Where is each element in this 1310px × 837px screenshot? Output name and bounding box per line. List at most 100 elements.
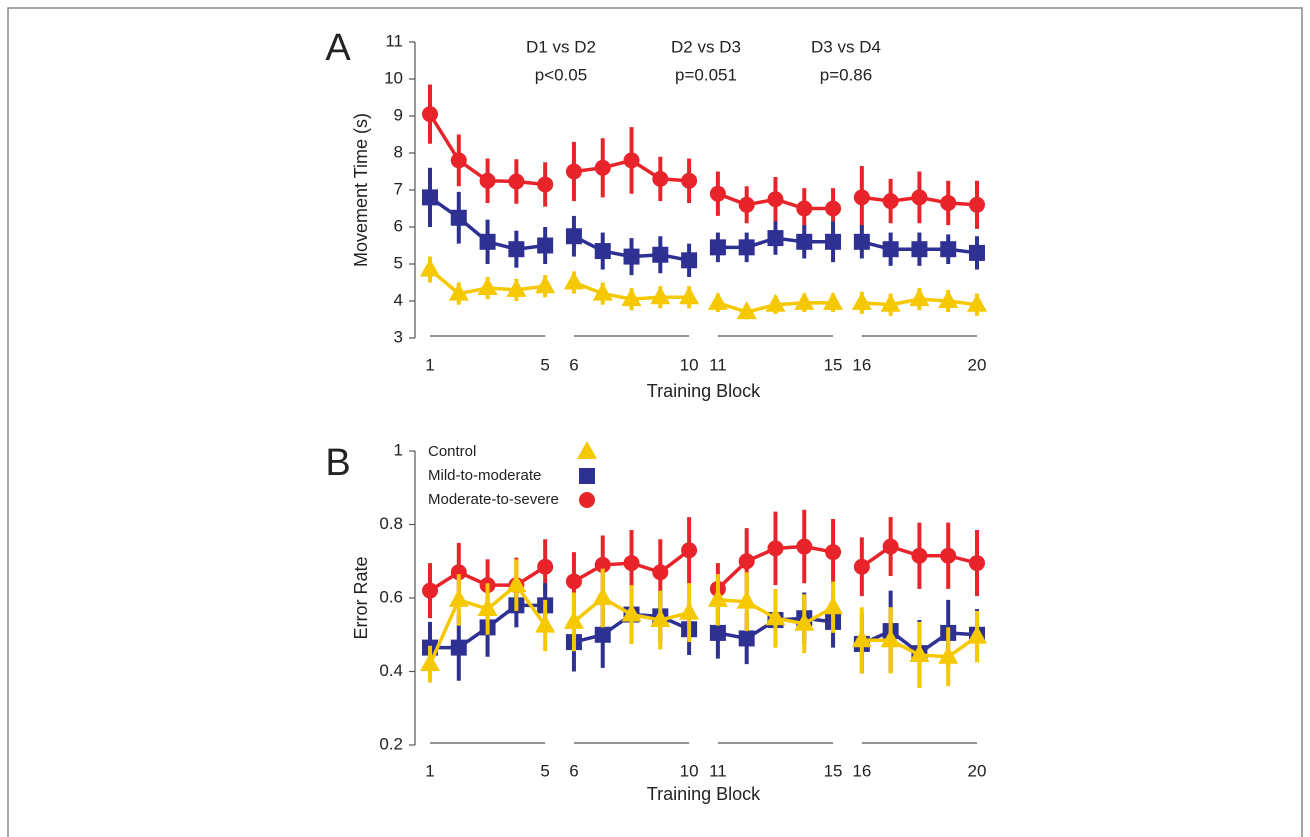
marker — [796, 200, 813, 217]
x-tick-label: 5 — [540, 355, 549, 374]
marker — [448, 588, 469, 607]
y-tick-label: 3 — [394, 327, 403, 346]
marker — [738, 630, 755, 647]
marker — [882, 538, 899, 555]
y-tick-label: 11 — [385, 31, 403, 50]
marker — [535, 614, 556, 633]
marker — [823, 596, 844, 615]
marker — [765, 293, 786, 312]
x-tick-label: 16 — [852, 355, 871, 374]
marker — [679, 601, 700, 620]
x-tick-label: 6 — [569, 355, 578, 374]
marker — [623, 248, 640, 265]
y-tick-label: 0.4 — [379, 661, 403, 680]
marker — [623, 152, 640, 169]
marker — [938, 645, 959, 664]
marker — [450, 152, 467, 169]
x-tick-label: 20 — [968, 761, 987, 780]
marker — [796, 538, 813, 555]
x-tick-label: 1 — [425, 761, 434, 780]
marker — [911, 189, 928, 206]
marker — [594, 626, 611, 643]
x-tick-label: 20 — [968, 355, 987, 374]
marker — [767, 230, 784, 247]
marker — [909, 288, 930, 307]
marker — [738, 239, 755, 256]
marker — [765, 607, 786, 626]
legend-label: Mild-to-moderate — [428, 467, 541, 484]
marker — [565, 228, 582, 245]
marker — [681, 252, 698, 269]
marker — [796, 233, 813, 250]
marker — [909, 643, 930, 662]
x-tick-label: 16 — [852, 761, 871, 780]
marker — [967, 293, 987, 312]
marker — [537, 176, 554, 193]
y-tick-label: 0.8 — [379, 514, 403, 533]
marker — [565, 573, 582, 590]
frame — [7, 7, 1303, 837]
marker — [506, 574, 527, 593]
marker — [420, 653, 440, 672]
marker — [535, 275, 556, 294]
y-axis-title: Movement Time (s) — [351, 113, 371, 267]
marker — [479, 172, 496, 189]
x-axis-title: Training Block — [647, 784, 761, 804]
annotation: p<0.05 — [535, 65, 587, 84]
annotation: D3 vs D4 — [811, 37, 881, 56]
marker — [767, 191, 784, 208]
marker — [853, 189, 870, 206]
marker — [448, 282, 469, 301]
marker — [420, 258, 440, 277]
panel-letter: B — [325, 442, 350, 484]
marker — [565, 163, 582, 180]
marker — [679, 286, 700, 305]
annotation: D1 vs D2 — [526, 37, 596, 56]
marker — [621, 288, 642, 307]
marker — [851, 291, 872, 310]
marker — [592, 282, 613, 301]
y-tick-label: 5 — [394, 253, 403, 272]
marker — [477, 598, 498, 617]
y-tick-label: 0.6 — [379, 587, 403, 606]
legend-label: Control — [428, 443, 476, 460]
marker — [594, 243, 611, 260]
marker — [825, 233, 842, 250]
marker — [880, 293, 901, 312]
y-tick-label: 8 — [394, 142, 403, 161]
marker — [767, 540, 784, 557]
marker — [592, 587, 613, 605]
legend-marker — [579, 468, 595, 484]
marker — [736, 590, 757, 609]
marker — [681, 172, 698, 189]
marker — [940, 241, 957, 258]
marker — [508, 241, 525, 258]
marker — [709, 239, 726, 256]
marker — [594, 556, 611, 573]
x-tick-label: 6 — [569, 761, 578, 780]
y-tick-label: 9 — [394, 105, 403, 124]
marker — [738, 553, 755, 570]
marker — [707, 291, 728, 310]
y-axis-title: Error Rate — [351, 556, 371, 639]
x-tick-label: 10 — [680, 355, 699, 374]
marker — [853, 558, 870, 575]
marker — [940, 194, 957, 211]
marker — [825, 200, 842, 217]
marker — [969, 244, 985, 261]
legend-label: Moderate-to-severe — [428, 491, 559, 508]
marker — [422, 189, 438, 206]
y-tick-label: 7 — [394, 179, 403, 198]
panel-letter: A — [325, 27, 351, 69]
y-tick-label: 0.2 — [379, 734, 403, 753]
marker — [738, 196, 755, 213]
marker — [794, 612, 815, 631]
marker — [450, 564, 467, 581]
x-axis-title: Training Block — [647, 381, 761, 401]
marker — [537, 558, 554, 575]
marker — [940, 547, 957, 564]
marker — [882, 193, 899, 210]
x-tick-label: 1 — [425, 355, 434, 374]
y-tick-label: 6 — [394, 216, 403, 235]
